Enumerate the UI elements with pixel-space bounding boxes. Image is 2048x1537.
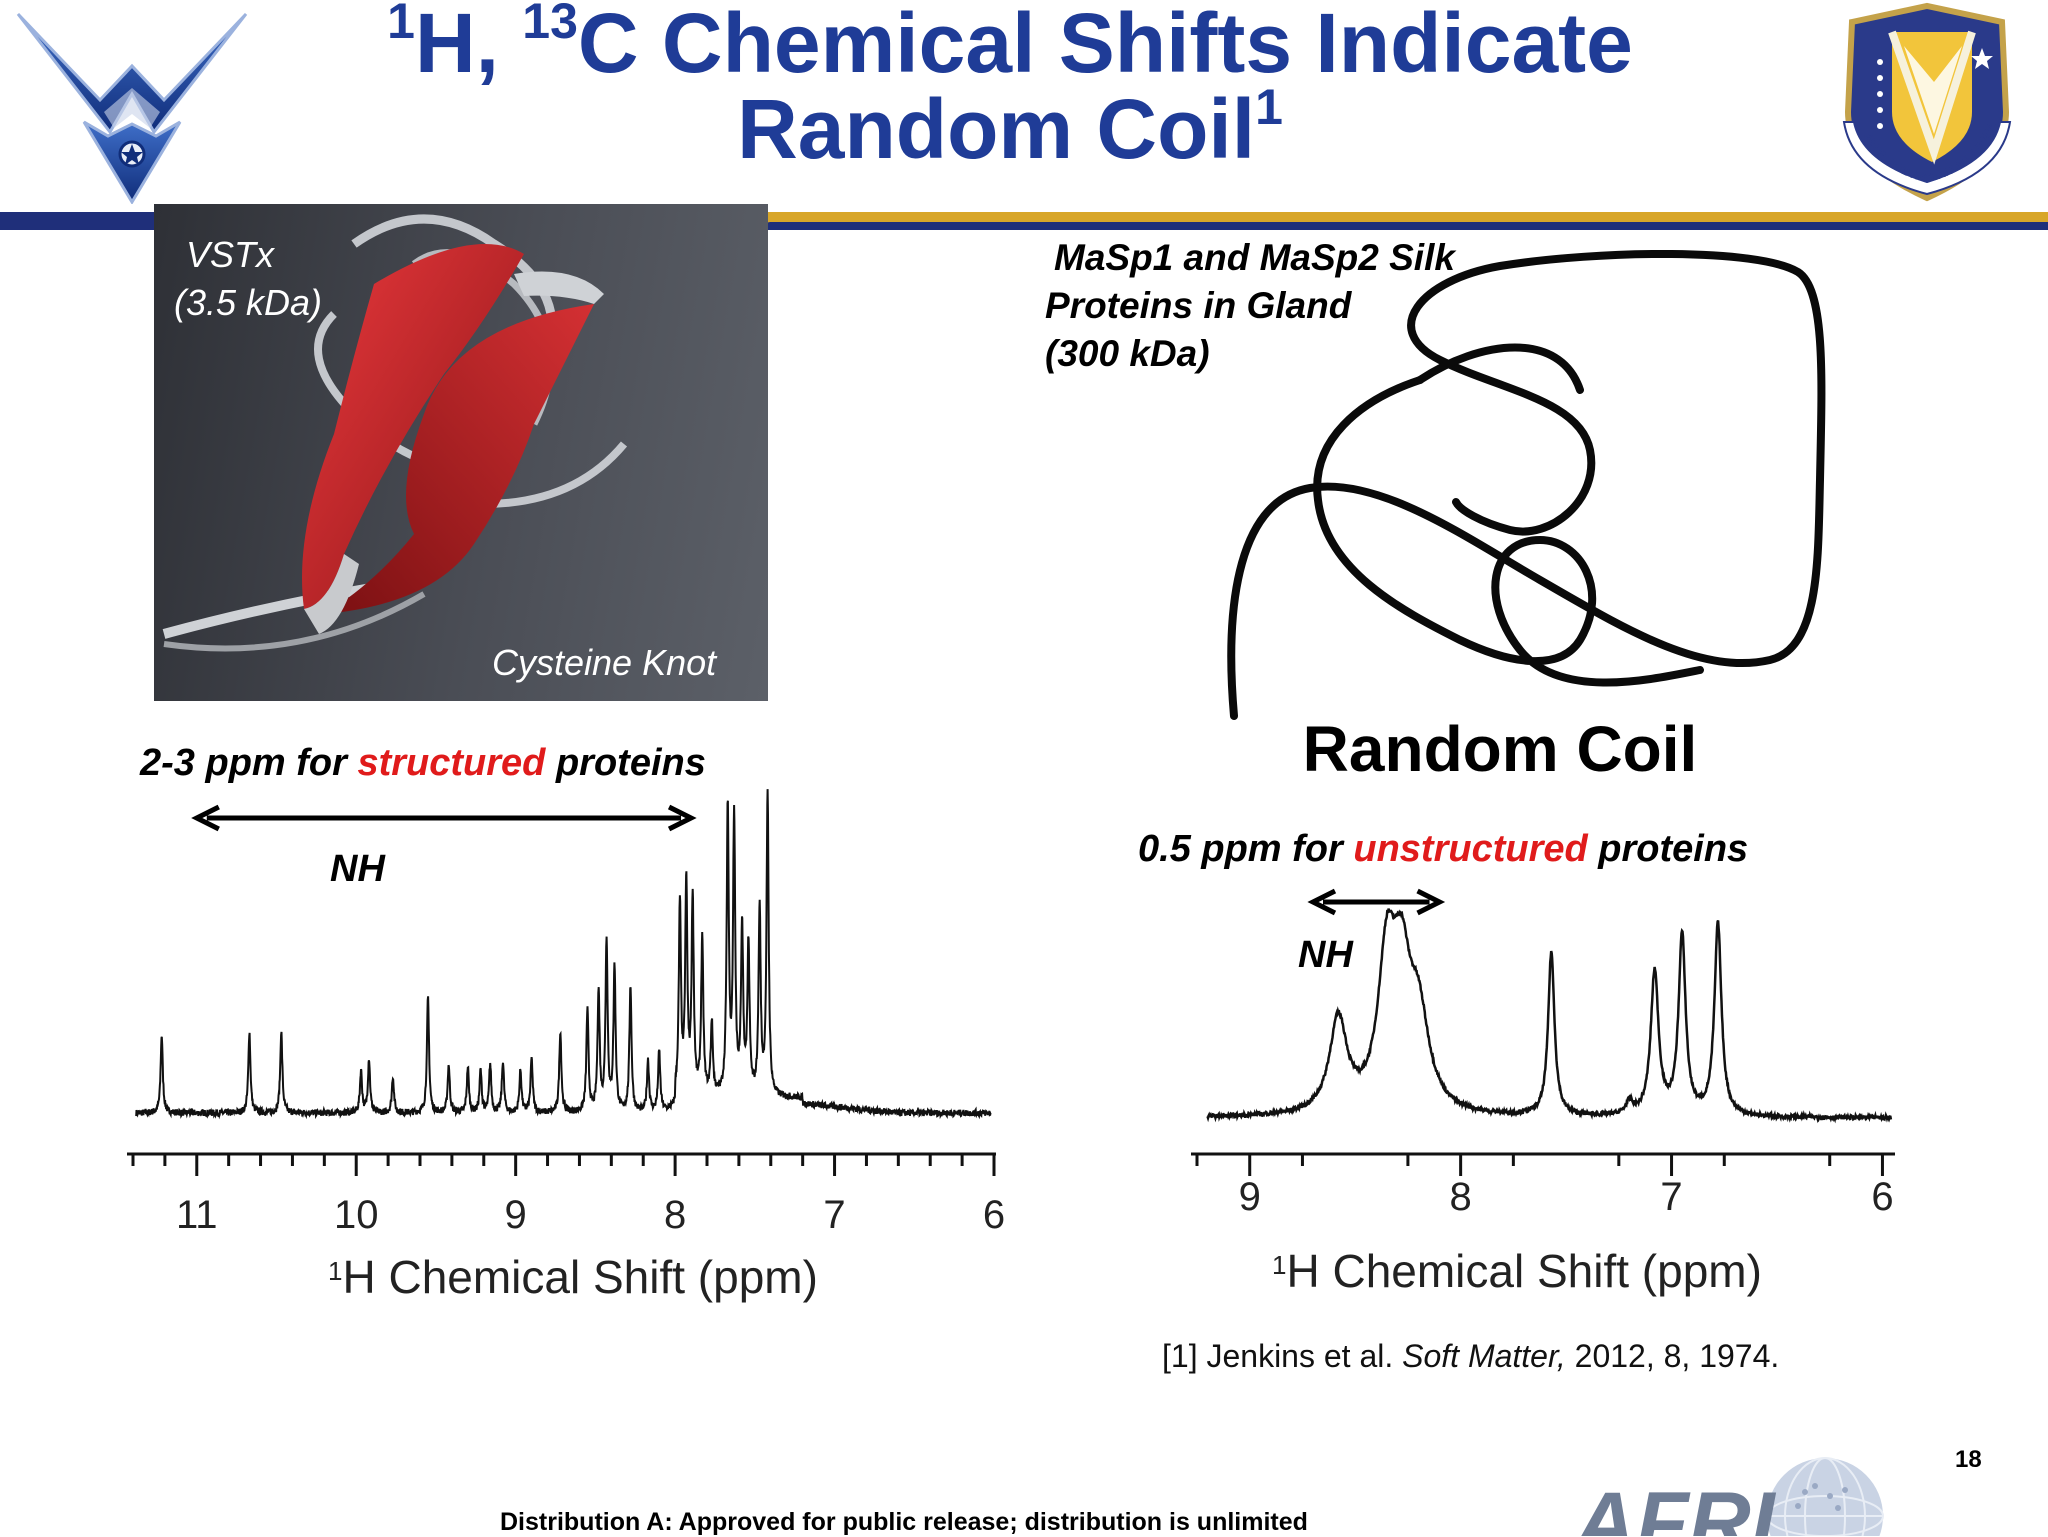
structured-x-axis-title: 1H Chemical Shift (ppm) [328,1250,818,1304]
title-sup-1: 1 [387,0,415,49]
spectrum-trace [135,789,992,1120]
unstructured-x-axis-title-text: H Chemical Shift (ppm) [1286,1245,1762,1297]
unstructured-spectrum-chart: 9 8 7 6 [1191,888,1895,1219]
afrl-shield-seal: AIR FORCE RESEARCH LABORATORY [1818,0,2032,204]
reference-details: 2012, 8, 1974. [1565,1338,1780,1374]
structured-range-suffix: proteins [545,742,706,784]
structured-x-axis-title-text: H Chemical Shift (ppm) [342,1251,818,1303]
spectrum-peak [248,1031,250,1033]
page-number: 18 [1955,1446,1982,1473]
coil-label-line1: MaSp1 and MaSp2 Silk [1054,237,1455,278]
title-footnote-sup: 1 [1255,79,1283,135]
title-text-h: H, [414,0,523,90]
range-arrow-head-left [191,804,220,832]
reference-journal: Soft Matter, [1402,1338,1566,1374]
structured-x-axis-title-sup: 1 [328,1256,343,1286]
coil-label-line2: Proteins in Gland [1045,285,1352,326]
x-tick-label: 6 [983,1193,1005,1237]
spectrum-peak [1628,1105,1630,1107]
structured-nh-label: NH [330,848,385,890]
random-coil-drawing [1227,250,1826,720]
spectrum-peak [1401,997,1403,999]
unstructured-nh-label: NH [1298,934,1353,976]
x-tick-label: 6 [1871,1175,1893,1219]
distribution-statement: Distribution A: Approved for public rele… [500,1508,1308,1536]
unstructured-range-suffix: proteins [1587,828,1749,870]
unstructured-x-axis-title-sup: 1 [1272,1250,1287,1280]
random-coil-caption: Random Coil [1302,713,1698,785]
x-tick-label: 8 [1450,1175,1472,1219]
x-tick-label: 10 [334,1193,379,1237]
title-sup-13: 13 [522,0,578,49]
spectrum-trace [1206,908,1893,1124]
unstructured-x-axis-title: 1H Chemical Shift (ppm) [1272,1244,1762,1298]
x-tick-label: 7 [1660,1175,1682,1219]
protein-ribbon-image [162,214,628,652]
x-tick-label: 7 [823,1193,845,1237]
reference-authors: [1] Jenkins et al. [1162,1338,1403,1374]
unstructured-range-annotation: 0.5 ppm for unstructured proteins [1138,828,1748,871]
structured-range-annotation: 2-3 ppm for structured proteins [140,742,706,785]
range-arrow-head-right [667,804,697,832]
range-arrow-head-right [1416,888,1446,916]
vstx-structure-panel: VSTx (3.5 kDa) Cysteine Knot [154,204,768,701]
x-tick-label: 8 [664,1193,686,1237]
structured-range-prefix: 2-3 ppm for [140,742,358,784]
unstructured-range-prefix: 0.5 ppm for [1138,828,1354,870]
afrl-wordmark: AFRL [1572,1475,1803,1536]
protein-mass: (3.5 kDa) [174,282,323,323]
x-tick-label: 9 [1239,1175,1261,1219]
unstructured-highlight: unstructured [1353,828,1588,870]
spectrum-peak [1386,971,1388,973]
reference-citation: [1] Jenkins et al. Soft Matter, 2012, 8,… [1162,1338,1779,1375]
title-line-1: 1H, 13C Chemical Shifts Indicate [250,0,1770,86]
slide-title: 1H, 13C Chemical Shifts Indicate Random … [250,0,1770,172]
spectrum-peak [368,1058,370,1060]
spectrum-peak [1417,1027,1419,1029]
afrl-globe-logo: AFRL [1570,1452,1890,1536]
structured-spectrum-chart: 11 10 9 8 7 6 [127,789,1005,1237]
structured-highlight: structured [357,742,546,784]
title-text-rest: C Chemical Shifts Indicate [577,0,1633,90]
x-tick-label: 9 [505,1193,527,1237]
cysteine-knot-caption: Cysteine Knot [492,642,717,683]
spectrum-peak [1337,1023,1339,1025]
protein-name: VSTx [186,234,275,275]
x-tick-label: 11 [176,1193,218,1237]
title-text-random-coil: Random Coil [737,82,1256,176]
spectrum-peak [161,1034,163,1036]
air-force-wings-logo [14,4,250,205]
title-line-2: Random Coil1 [250,82,1770,172]
range-arrow-head-left [1307,888,1337,916]
coil-label-line3: (300 kDa) [1045,333,1210,374]
